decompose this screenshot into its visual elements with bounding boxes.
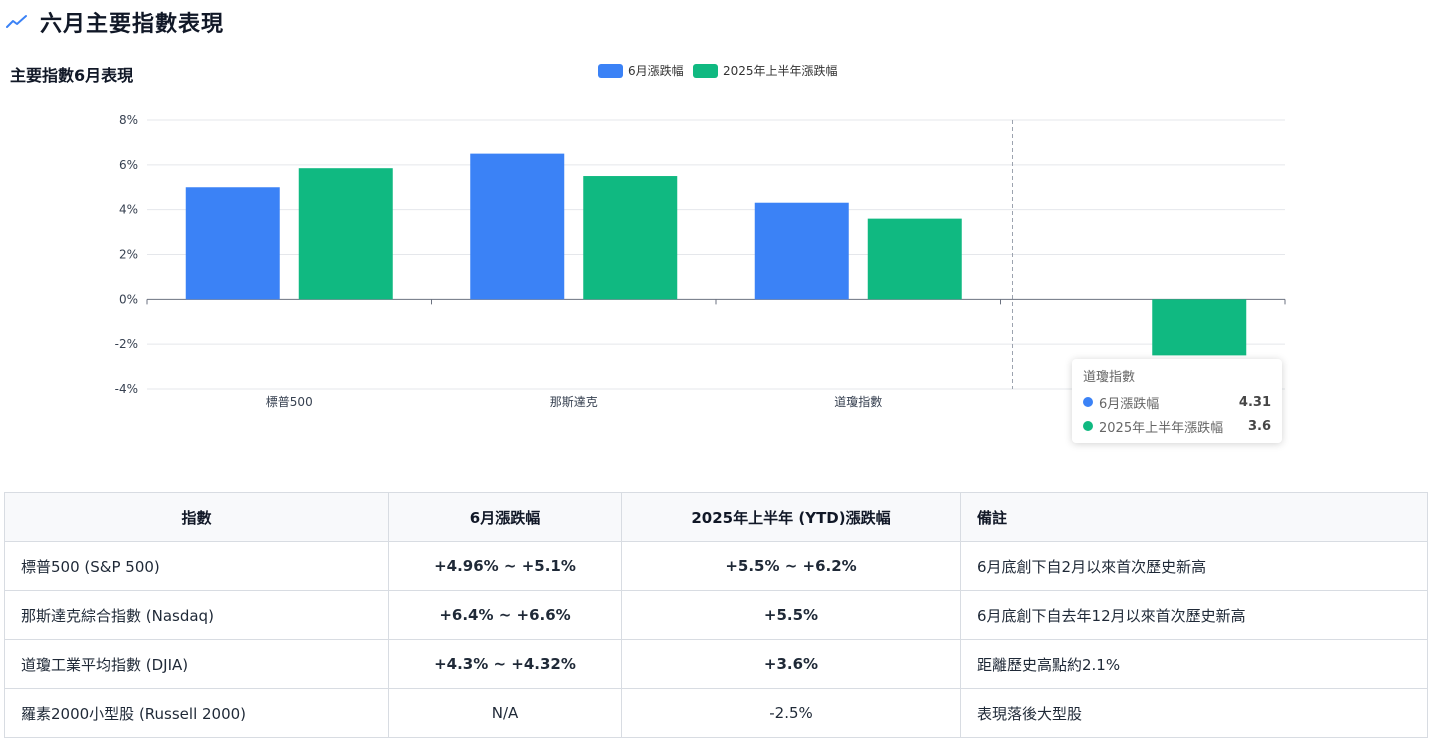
x-tick-label: 那斯達克 [550,395,598,409]
bar-june [185,187,280,300]
column-header-ytd: 2025年上半年 (YTD)漲跌幅 [621,492,961,542]
note-cell: 6月底創下自2月以來首次歷史新高 [960,541,1428,591]
y-tick-label: -4% [115,382,138,396]
june-change-cell: +4.3% ~ +4.32% [388,639,622,689]
bar-june [470,153,565,300]
index-name-cell: 標普500 (S&P 500) [4,541,389,591]
index-name-cell: 羅素2000小型股 (Russell 2000) [4,688,389,738]
tooltip-series-value: 3.6 [1247,418,1271,434]
tooltip-series-name: 2025年上半年漲跌幅 [1099,420,1224,436]
table-header-row: 指數 6月漲跌幅 2025年上半年 (YTD)漲跌幅 備註 [4,492,1428,542]
y-tick-label: 6% [119,158,138,172]
legend-swatch [693,64,718,78]
note-cell: 6月底創下自去年12月以來首次歷史新高 [960,590,1428,640]
y-tick-label: 0% [119,292,138,306]
tooltip-series-name: 6月漲跌幅 [1099,396,1160,412]
column-header-june: 6月漲跌幅 [388,492,622,542]
tooltip-title: 道瓊指數 [1083,370,1136,385]
table-row: 羅素2000小型股 (Russell 2000) N/A -2.5% 表現落後大… [4,688,1428,738]
page-title: 六月主要指數表現 [40,12,225,37]
tooltip-row: 2025年上半年漲跌幅 3.6 [1083,414,1271,438]
tooltip-series-value: 4.31 [1238,394,1271,410]
bar-ytd [298,168,393,300]
bar-ytd [583,176,678,300]
june-change-cell: N/A [388,688,622,738]
ytd-change-cell: +3.6% [621,639,961,689]
bar-ytd [867,218,962,300]
tooltip-row: 6月漲跌幅 4.31 [1083,390,1271,414]
chart-title: 主要指數6月表現 [10,66,134,85]
x-tick-label: 標普500 [266,395,313,409]
legend-label: 2025年上半年漲跌幅 [723,63,838,78]
legend-swatch [598,64,623,78]
june-change-cell: +4.96% ~ +5.1% [388,541,622,591]
index-name-cell: 道瓊工業平均指數 (DJIA) [4,639,389,689]
legend-label: 6月漲跌幅 [628,63,684,78]
page-header: 六月主要指數表現 [6,6,224,38]
column-header-index: 指數 [4,492,389,542]
ytd-change-cell: +5.5% [621,590,961,640]
june-change-cell: +6.4% ~ +6.6% [388,590,622,640]
note-cell: 距離歷史高點約2.1% [960,639,1428,689]
bar-june [754,202,849,300]
series-dot-icon [1083,421,1093,431]
table-row: 標普500 (S&P 500) +4.96% ~ +5.1% +5.5% ~ +… [4,541,1428,591]
ytd-change-cell: +5.5% ~ +6.2% [621,541,961,591]
y-tick-label: 4% [119,203,138,217]
note-cell: 表現落後大型股 [960,688,1428,738]
index-name-cell: 那斯達克綜合指數 (Nasdaq) [4,590,389,640]
y-tick-label: 2% [119,248,138,262]
table-row: 那斯達克綜合指數 (Nasdaq) +6.4% ~ +6.6% +5.5% 6月… [4,590,1428,640]
series-dot-icon [1083,397,1093,407]
y-tick-label: 8% [119,113,138,127]
ytd-change-cell: -2.5% [621,688,961,738]
y-tick-label: -2% [115,337,138,351]
trend-line-icon [6,15,27,28]
bar-ytd [1152,299,1247,356]
index-performance-table: 指數 6月漲跌幅 2025年上半年 (YTD)漲跌幅 備註 標普500 (S&P… [4,492,1428,738]
chart-tooltip: 道瓊指數 6月漲跌幅 4.31 2025年上半年漲跌幅 3.6 [1072,359,1282,443]
bar-chart[interactable]: 8%6%4%2%0%-2%-4%標普500那斯達克道瓊指數羅素20006月漲跌幅… [0,52,1438,422]
x-tick-label: 道瓊指數 [834,394,882,409]
column-header-note: 備註 [960,492,1428,542]
table-row: 道瓊工業平均指數 (DJIA) +4.3% ~ +4.32% +3.6% 距離歷… [4,639,1428,689]
